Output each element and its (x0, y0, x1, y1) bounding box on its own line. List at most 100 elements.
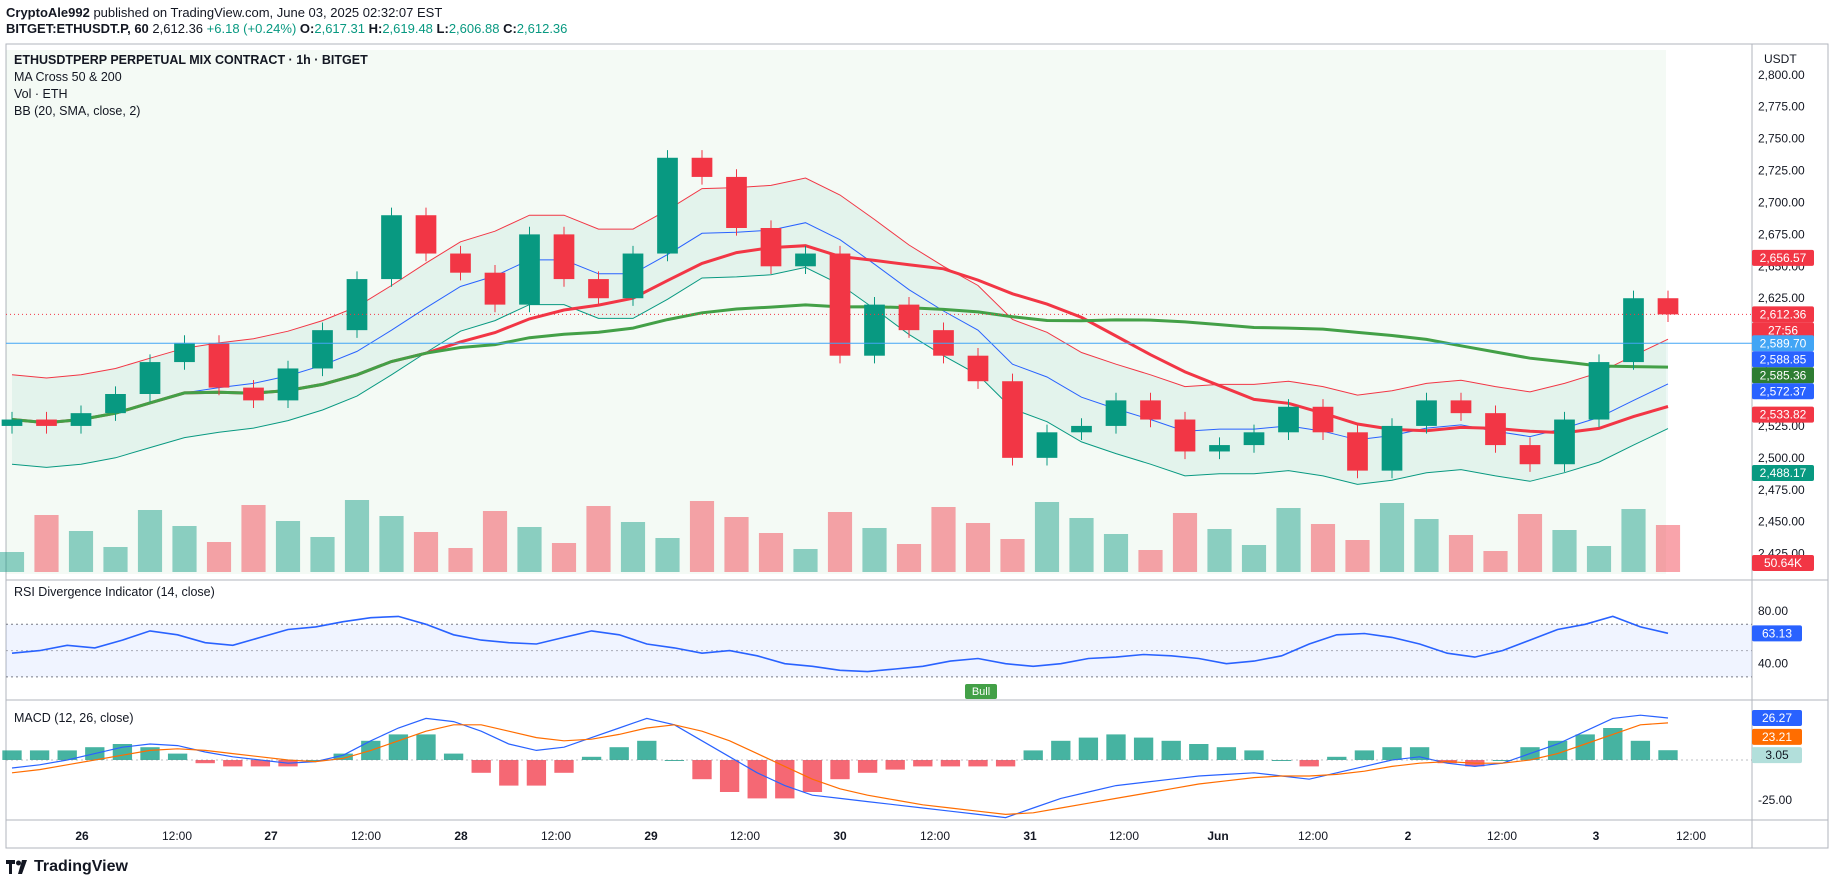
legend-bollinger[interactable]: BB (20, SMA, close, 2) (14, 104, 141, 118)
candle-body (1209, 445, 1230, 452)
candle-body (726, 176, 747, 228)
candle-body (760, 228, 782, 267)
high-label: H: (368, 21, 383, 36)
volume-bar (448, 548, 473, 572)
macd-histogram-bar (499, 760, 519, 786)
time-tick-label: 26 (75, 829, 89, 843)
macd-histogram-bar (471, 760, 491, 773)
volume-bar (1241, 545, 1267, 572)
price-tick-label: 2,475.00 (1758, 483, 1805, 497)
time-tick-label: 12:00 (1487, 829, 1517, 843)
price-tick-label: 2,500.00 (1758, 451, 1805, 465)
candle-body (1623, 298, 1644, 363)
price-axis-badge (1752, 367, 1814, 384)
time-tick-label: 30 (833, 829, 847, 843)
time-tick-label: 12:00 (730, 829, 760, 843)
macd-value-text: 26.27 (1762, 711, 1792, 725)
volume-bar (1034, 502, 1060, 572)
macd-histogram-bar (802, 760, 823, 792)
brand-name: TradingView (34, 858, 128, 875)
price-axis-badge-text: 2,572.37 (1760, 384, 1807, 398)
volume-bar (1172, 513, 1198, 572)
volume-bar (1103, 534, 1129, 572)
volume-bar (206, 542, 232, 572)
legend-title[interactable]: ETHUSDTPERP PERPETUAL MIX CONTRACT · 1h … (14, 53, 368, 67)
outer-frame (5, 43, 1829, 849)
legend-ma-cross[interactable]: MA Cross 50 & 200 (14, 70, 122, 84)
volume-bar (655, 538, 680, 572)
candle-body (1, 419, 23, 426)
candle-body (1105, 400, 1127, 426)
macd-pane-title[interactable]: MACD (12, 26, close) (14, 711, 134, 725)
price-axis-badge-text: 2,589.70 (1760, 336, 1807, 350)
macd-value-text: 3.05 (1765, 748, 1789, 762)
rsi-pane-title[interactable]: RSI Divergence Indicator (14, close) (14, 585, 215, 599)
time-tick-label: Jun (1207, 829, 1228, 843)
macd-histogram-bar (1299, 760, 1319, 767)
candle-body (795, 253, 816, 267)
macd-value-text: 23.21 (1762, 730, 1792, 744)
rsi-value-badge (1752, 625, 1802, 642)
candle-body (1036, 432, 1058, 458)
macd-histogram-bar (416, 734, 436, 760)
legend-volume[interactable]: Vol · ETH (14, 87, 68, 101)
volume-bar (0, 552, 25, 572)
publish-info: CryptoAle992 published on TradingView.co… (6, 4, 442, 21)
author-name[interactable]: CryptoAle992 (6, 5, 90, 20)
macd-histogram-bar (554, 760, 574, 773)
volume-bar (827, 512, 853, 572)
bull-divergence-badge (965, 684, 997, 699)
bb-fill (12, 178, 1668, 485)
currency-label[interactable]: USDT (1764, 52, 1797, 66)
candle-body (829, 253, 851, 356)
symbol-label[interactable]: BITGET:ETHUSDT.P, 60 (6, 21, 149, 36)
low-value: 2,606.88 (448, 21, 500, 36)
macd-tick-label: -25.00 (1758, 793, 1792, 807)
price-tick-label: 2,725.00 (1758, 164, 1805, 178)
price-axis-badge-text: 2,588.85 (1760, 352, 1807, 366)
volume-bar (1586, 546, 1612, 572)
volume-bar (586, 506, 611, 572)
price-tick-label: 2,800.00 (1758, 68, 1805, 82)
macd-value-badge (1752, 747, 1802, 764)
price-tick-label: 2,750.00 (1758, 132, 1805, 146)
macd-histogram-bar (830, 760, 850, 780)
open-label: O: (299, 21, 315, 36)
price-axis-badge (1752, 464, 1814, 481)
macd-value-badge (1752, 709, 1802, 726)
volume-bar (793, 549, 818, 572)
time-tick-label: 12:00 (1109, 829, 1139, 843)
volume-bar (1310, 524, 1336, 572)
macd-histogram-bar (692, 760, 712, 780)
price-axis-badge (1752, 383, 1814, 400)
macd-histogram-bar (1575, 734, 1595, 760)
macd-histogram-bar (195, 760, 215, 764)
candle-body (208, 342, 230, 388)
candle-body (1519, 445, 1541, 465)
brand[interactable]: TradingView (6, 858, 128, 876)
price-change: +6.18 (+0.24%) (206, 21, 297, 36)
macd-histogram-bar (443, 753, 464, 760)
volume-bar (137, 510, 163, 572)
price-axis-badge (1752, 335, 1814, 352)
volume-bar (1345, 540, 1370, 572)
high-value: 2,619.48 (382, 21, 433, 36)
time-tick-label: 12:00 (541, 829, 571, 843)
candle-body (967, 355, 989, 382)
price-axis-badge-text: 2,585.36 (1760, 368, 1807, 382)
volume-bar (517, 527, 542, 572)
macd-histogram-bar (775, 760, 795, 799)
volume-bar (758, 533, 784, 572)
candle-body (1554, 419, 1575, 465)
macd-value-badge (1752, 728, 1802, 745)
volume-bar (551, 543, 577, 572)
time-tick-label: 12:00 (1298, 829, 1328, 843)
price-axis-badge (1752, 555, 1814, 571)
candle-body (898, 304, 920, 331)
bb-upper-line (11, 177, 1669, 396)
time-tick-label: 3 (1593, 829, 1600, 843)
volume-bar (344, 500, 370, 572)
macd-histogram-bar (1658, 750, 1678, 760)
macd-histogram-bar (913, 760, 933, 767)
